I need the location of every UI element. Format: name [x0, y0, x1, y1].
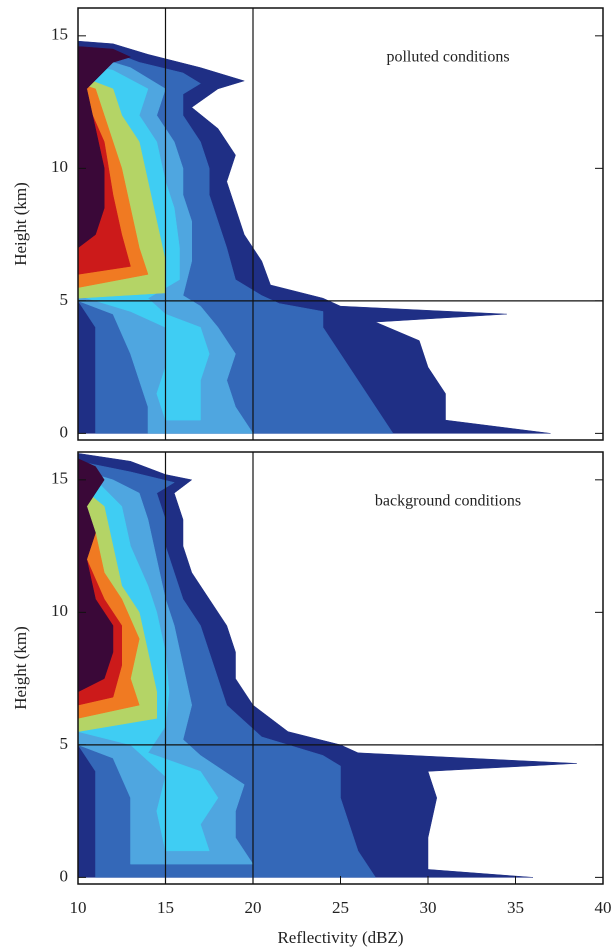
y-tick-label: 0 — [60, 866, 69, 885]
y-tick-label: 10 — [51, 601, 68, 620]
annotation: background conditions — [375, 493, 521, 510]
plot-area — [78, 452, 603, 884]
plot-frame — [77, 7, 604, 441]
annotation: polluted conditions — [386, 49, 509, 66]
x-tick-label: 30 — [420, 898, 437, 917]
x-tick-label: 25 — [332, 898, 349, 917]
x-tick-label: 20 — [245, 898, 262, 917]
x-tick-label: 10 — [70, 898, 87, 917]
y-axis-label: Height (km) — [11, 626, 30, 710]
x-tick-label: 35 — [507, 898, 524, 917]
x-axis-label: Reflectivity (dBZ) — [277, 928, 403, 947]
y-axis-label: Height (km) — [11, 182, 30, 266]
y-tick-label: 0 — [60, 422, 69, 441]
x-tick-label: 15 — [157, 898, 174, 917]
plot-area — [78, 8, 603, 440]
y-tick-label: 15 — [51, 469, 68, 488]
x-tick-label: 40 — [595, 898, 612, 917]
contour-band — [78, 46, 132, 249]
y-tick-label: 5 — [60, 734, 69, 753]
y-tick-label: 5 — [60, 290, 69, 309]
y-tick-label: 15 — [51, 25, 68, 44]
y-tick-label: 10 — [51, 157, 68, 176]
contour-band — [78, 458, 114, 693]
